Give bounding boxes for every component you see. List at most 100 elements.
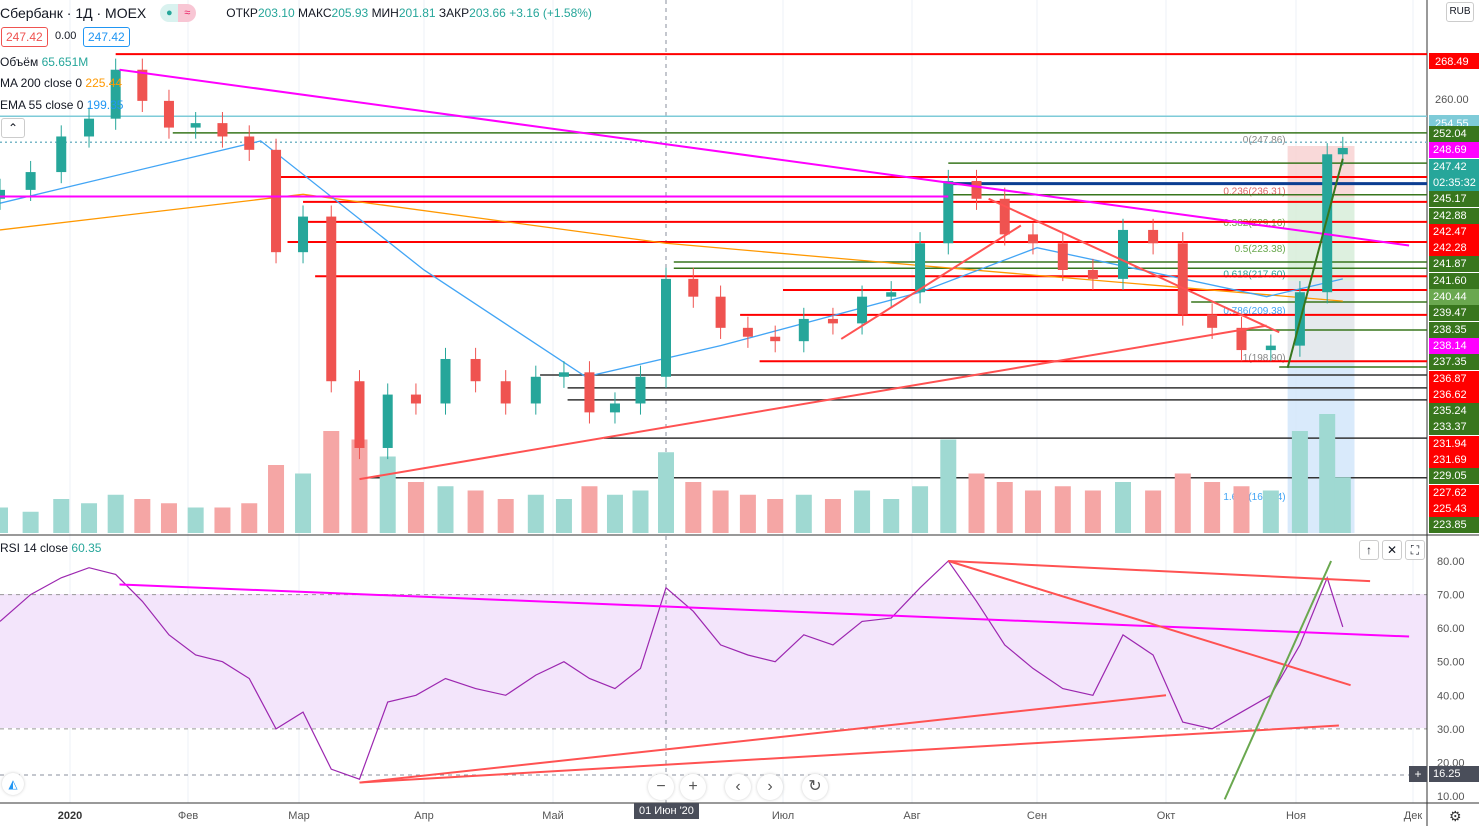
volume-legend: Объём 65.651M	[0, 55, 89, 69]
candle	[943, 180, 954, 244]
market-status-badge[interactable]: ● ≈	[160, 4, 197, 22]
volume-bar	[187, 507, 204, 533]
volume-bar	[497, 499, 514, 533]
settings-gear-icon[interactable]: ⚙	[1449, 808, 1462, 824]
volume-bar	[107, 494, 124, 533]
price-axis-tick: 268.49	[1435, 56, 1469, 68]
price-level-label: 245.17	[1429, 191, 1479, 208]
trendline	[119, 68, 1410, 247]
price-axis-label-bg	[1429, 53, 1479, 69]
candle	[410, 394, 421, 404]
candle	[1265, 345, 1276, 351]
zoom-in-button[interactable]: +	[680, 774, 706, 800]
volume-bar	[795, 494, 812, 533]
candle	[271, 149, 282, 253]
volume-bar	[527, 494, 544, 533]
rsi-trendline	[947, 560, 1351, 687]
volume-bar	[658, 452, 674, 533]
fib-label: 1(198.90)	[1243, 353, 1286, 364]
candle	[84, 118, 95, 137]
rsi-axis-tick: 30.00	[1437, 724, 1465, 736]
candle	[857, 296, 868, 324]
crosshair-add-icon[interactable]: +	[1409, 766, 1427, 782]
collapse-legend-button[interactable]: ⌃	[1, 118, 25, 138]
trendline	[1286, 158, 1344, 369]
rsi-axis-tick: 40.00	[1437, 690, 1465, 702]
time-axis-label: Июл	[771, 810, 795, 822]
price-axis-tick: 260.00	[1435, 94, 1469, 106]
candle	[971, 180, 982, 199]
candle	[798, 318, 809, 342]
move-pane-up-button[interactable]: ↑	[1359, 540, 1379, 560]
price-level-label: 238.35	[1429, 321, 1479, 338]
volume-bar	[1262, 490, 1279, 533]
buy-price-button[interactable]: 247.42	[83, 27, 130, 47]
ma200-line	[0, 193, 1343, 302]
rsi-trendline	[119, 583, 1410, 638]
close-pane-button[interactable]: ✕	[1382, 540, 1402, 560]
price-level-label: 241.87	[1429, 256, 1479, 273]
rsi-trendline	[359, 724, 1339, 784]
zoom-out-button[interactable]: −	[648, 774, 674, 800]
rsi-crosshair-value: 16.25	[1429, 766, 1479, 782]
price-level-label: 240.44	[1429, 289, 1479, 305]
volume-bar	[767, 499, 784, 533]
price-level-label: 223.85	[1429, 517, 1479, 534]
candle	[56, 136, 67, 173]
price-level-label: 235.24	[1429, 403, 1479, 420]
candle	[1148, 229, 1159, 244]
candle	[25, 172, 36, 190]
currency-button[interactable]: RUB	[1446, 2, 1474, 22]
volume-bar	[214, 507, 231, 533]
ohlc-values: ОТКР203.10 МАКС205.93 МИН201.81 ЗАКР203.…	[226, 6, 592, 20]
candle	[661, 278, 671, 377]
maximize-pane-button[interactable]: ⛶	[1405, 540, 1425, 560]
fib-label: 0.236(236.31)	[1223, 186, 1285, 197]
time-axis-label: 2020	[57, 810, 83, 822]
price-level-label: 231.94	[1429, 435, 1479, 452]
ema-legend: EMA 55 close 0 199.35	[0, 98, 124, 112]
scroll-left-button[interactable]: ‹	[725, 774, 751, 800]
candle	[1322, 154, 1333, 293]
volume-bar	[1174, 473, 1191, 533]
candle	[163, 100, 174, 128]
volume-bar	[912, 486, 929, 533]
fib-label: 1.618(168.64)	[1223, 492, 1285, 503]
volume-bar	[467, 490, 484, 533]
volume-bar	[379, 456, 396, 533]
candle	[354, 381, 365, 448]
candle	[770, 336, 781, 342]
volume-bar	[1145, 490, 1162, 533]
scroll-right-button[interactable]: ›	[757, 774, 783, 800]
rsi-axis-tick: 50.00	[1437, 657, 1465, 669]
price-level-label: 231.69	[1429, 452, 1479, 468]
trendline	[359, 324, 1267, 481]
candle	[715, 296, 726, 328]
price-level-label: 227.62	[1429, 484, 1479, 501]
time-axis-label: Окт	[1156, 810, 1176, 822]
symbol-title[interactable]: Сбербанк · 1Д · MOEX	[0, 5, 147, 21]
fib-zone	[1287, 146, 1355, 198]
candle	[244, 136, 255, 150]
candle	[915, 243, 926, 293]
rsi-axis-tick: 70.00	[1437, 590, 1465, 602]
time-axis-label: Мар	[288, 810, 310, 822]
price-level-label: 229.05	[1429, 468, 1479, 485]
candle	[1118, 229, 1128, 279]
candle	[326, 216, 337, 382]
time-axis-label: Авг	[903, 810, 921, 822]
sell-price-button[interactable]: 247.42	[1, 27, 48, 47]
reset-chart-button[interactable]: ↻	[802, 774, 828, 800]
candle	[1057, 243, 1068, 270]
time-axis-label: Дек	[1403, 810, 1423, 822]
trendline	[840, 224, 1022, 340]
volume-bar	[606, 494, 623, 533]
candle	[298, 216, 309, 253]
spread-value: 0.00	[55, 30, 77, 42]
tradingview-logo-icon[interactable]: ◭	[2, 773, 24, 795]
price-level-label: 238.14	[1429, 337, 1479, 354]
volume-bar	[685, 482, 702, 533]
time-axis-label: Сен	[1026, 810, 1048, 822]
crosshair-date-label: 01 Июн '20	[634, 803, 699, 819]
